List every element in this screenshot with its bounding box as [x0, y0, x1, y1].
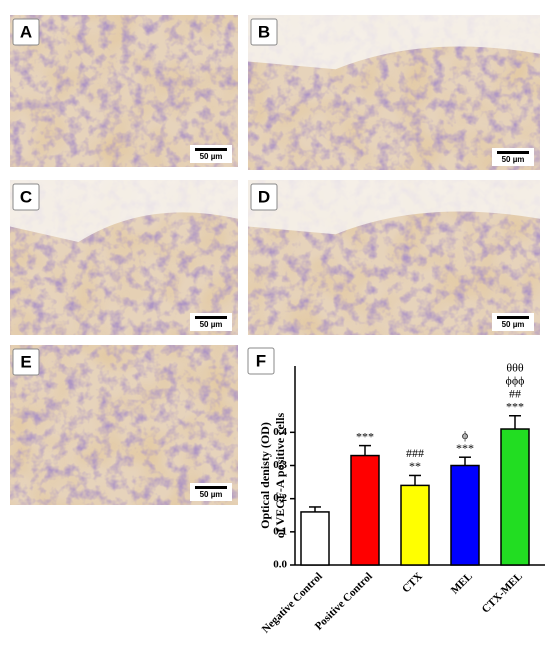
significance-label: ϕϕϕ [506, 374, 525, 388]
significance-label: ** [409, 459, 421, 473]
panel-label: F [256, 351, 266, 370]
scale-bar [195, 486, 227, 489]
significance-label: ## [509, 387, 521, 401]
x-tick-label: CTX-MEL [480, 570, 525, 615]
scale-bar [497, 151, 529, 154]
micrograph-cells [10, 15, 238, 167]
significance-label: *** [506, 400, 524, 414]
bar [350, 454, 380, 566]
lumen [248, 15, 540, 70]
y-tick-label: 0.0 [273, 559, 287, 571]
panel-label: C [20, 187, 32, 206]
bar [300, 511, 330, 566]
x-tick-label: CTX [400, 570, 425, 595]
bar [400, 484, 430, 566]
bar [450, 464, 480, 566]
y-tick-label: 0.1 [273, 525, 287, 537]
y-tick-label: 0.4 [273, 426, 287, 438]
scale-label: 50 µm [502, 320, 525, 329]
panel-label-box [247, 347, 275, 375]
y-tick-label: 0.3 [273, 459, 287, 471]
panel-label-box [12, 183, 40, 211]
scale-label: 50 µm [502, 155, 525, 164]
panel-label: A [20, 22, 32, 41]
lumen [248, 180, 540, 235]
x-tick-label: MEL [449, 570, 475, 596]
significance-label: θθθ [506, 361, 523, 375]
bar [500, 428, 530, 566]
scale-label: 50 µm [200, 320, 223, 329]
scale-label: 50 µm [200, 152, 223, 161]
significance-label: *** [456, 441, 474, 455]
y-tick-label: 0.2 [273, 492, 287, 504]
significance-label: ϕ [462, 428, 468, 442]
significance-label: *** [356, 429, 374, 443]
y-axis-label: of VEGF-A positive cells [273, 412, 287, 538]
micrograph-cells [10, 345, 238, 505]
panel-label-box [12, 348, 40, 376]
scale-bar [497, 316, 529, 319]
lumen [10, 180, 238, 242]
scale-bar [195, 316, 227, 319]
panel-label: D [258, 187, 270, 206]
scale-bar [195, 148, 227, 151]
panel-label-box [250, 183, 278, 211]
panel-label-box [250, 18, 278, 46]
significance-label: ### [406, 446, 424, 460]
panel-label-box [12, 18, 40, 46]
panel-label: B [258, 22, 270, 41]
scale-label: 50 µm [200, 490, 223, 499]
y-axis-label: Optical denisty (OD) [258, 422, 272, 529]
panel-label: E [20, 352, 31, 371]
